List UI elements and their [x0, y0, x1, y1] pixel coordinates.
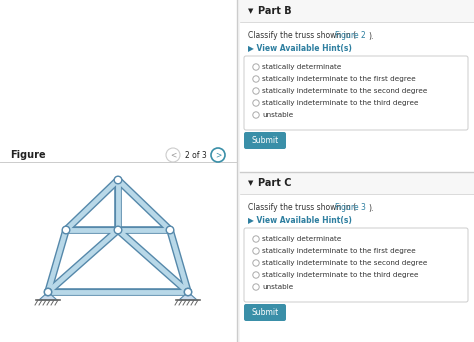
Circle shape	[45, 289, 52, 295]
Text: statically indeterminate to the first degree: statically indeterminate to the first de…	[262, 76, 416, 82]
Circle shape	[253, 248, 259, 254]
Text: ).: ).	[368, 31, 374, 40]
Text: ).: ).	[368, 203, 374, 212]
Circle shape	[184, 289, 191, 295]
Circle shape	[253, 284, 259, 290]
Text: 2 of 3: 2 of 3	[185, 150, 207, 159]
Text: <: <	[170, 150, 176, 159]
Circle shape	[114, 226, 122, 234]
Text: Part C: Part C	[258, 178, 292, 188]
Text: Part B: Part B	[258, 6, 292, 16]
Circle shape	[253, 112, 259, 118]
Text: statically indeterminate to the first degree: statically indeterminate to the first de…	[262, 248, 416, 254]
Text: ▼: ▼	[248, 8, 254, 14]
Circle shape	[253, 272, 259, 278]
Polygon shape	[179, 292, 197, 300]
Text: >: >	[215, 150, 221, 159]
Text: statically indeterminate to the second degree: statically indeterminate to the second d…	[262, 260, 428, 266]
Circle shape	[211, 148, 225, 162]
Circle shape	[253, 236, 259, 242]
FancyBboxPatch shape	[244, 304, 286, 321]
Text: ▶ View Available Hint(s): ▶ View Available Hint(s)	[248, 216, 352, 225]
Polygon shape	[39, 292, 57, 300]
Bar	[240, 22, 474, 172]
Text: statically indeterminate to the third degree: statically indeterminate to the third de…	[262, 100, 419, 106]
Text: statically determinate: statically determinate	[262, 236, 341, 242]
FancyBboxPatch shape	[244, 228, 468, 302]
Text: Figure 2: Figure 2	[335, 31, 366, 40]
Text: unstable: unstable	[262, 112, 293, 118]
Circle shape	[44, 288, 52, 296]
Circle shape	[253, 88, 259, 94]
Bar	[240, 0, 474, 22]
FancyBboxPatch shape	[244, 56, 468, 130]
Text: Submit: Submit	[251, 136, 279, 145]
Text: unstable: unstable	[262, 284, 293, 290]
Circle shape	[253, 100, 259, 106]
Text: Classify the truss shown in (: Classify the truss shown in (	[248, 203, 356, 212]
Bar	[237, 0, 474, 342]
Bar	[240, 194, 474, 342]
Circle shape	[166, 226, 174, 234]
Text: statically determinate: statically determinate	[262, 64, 341, 70]
Circle shape	[253, 76, 259, 82]
Text: ▼: ▼	[248, 180, 254, 186]
Circle shape	[253, 260, 259, 266]
Circle shape	[114, 176, 122, 184]
Text: ▶ View Available Hint(s): ▶ View Available Hint(s)	[248, 44, 352, 53]
Bar	[0, 0, 237, 342]
Text: Figure: Figure	[10, 150, 46, 160]
Bar	[240, 172, 474, 194]
Circle shape	[62, 226, 70, 234]
Text: statically indeterminate to the second degree: statically indeterminate to the second d…	[262, 88, 428, 94]
Circle shape	[184, 288, 192, 296]
Circle shape	[253, 64, 259, 70]
FancyBboxPatch shape	[244, 132, 286, 149]
Text: Submit: Submit	[251, 308, 279, 317]
Text: statically indeterminate to the third degree: statically indeterminate to the third de…	[262, 272, 419, 278]
Text: Classify the truss shown in (: Classify the truss shown in (	[248, 31, 356, 40]
Circle shape	[166, 148, 180, 162]
Text: Figure 3: Figure 3	[335, 203, 366, 212]
